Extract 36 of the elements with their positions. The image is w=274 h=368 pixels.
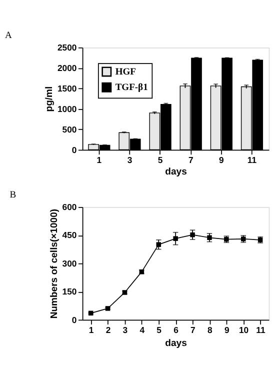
x-tick-label: 9 [219,155,224,166]
y-tick-label: 1000 [57,104,77,114]
text: A [4,30,12,41]
x-tick-label: 11 [256,325,266,336]
x-tick-label: 5 [158,155,163,166]
y-tick-label: 150 [62,286,77,297]
x-tick-label: 7 [190,325,196,336]
x-axis-title: days [165,166,187,178]
x-tick-label: 6 [174,325,179,336]
x-tick-label: 3 [122,325,128,336]
x-tick-label: 1 [88,325,94,336]
x-tick-label: 10 [238,325,249,336]
x-tick-label: 9 [224,325,230,336]
x-axis-title: days [165,338,187,350]
x-tick-label: 7 [188,155,194,166]
x-tick-label: 1 [96,155,102,166]
y-tick-label: 1500 [57,83,77,94]
y-tick-label: 450 [62,230,77,240]
chart-title: B [10,190,16,200]
y-tick-label: 600 [62,202,77,212]
y-axis-title: pg/ml [44,86,56,112]
x-tick-label: 5 [156,325,162,336]
x-tick-label: 3 [127,155,132,166]
y-tick-label: 300 [62,258,77,268]
y-tick-label: 500 [62,124,77,134]
legend-label: HGF [115,67,136,78]
x-tick-label: 8 [208,325,212,336]
y-tick-label: 0 [72,144,77,155]
y-tick-label: 0 [72,314,77,325]
y-tick-label: 2500 [57,42,77,52]
legend-label: TGF-β1 [115,82,148,93]
x-tick-label: 11 [247,155,257,166]
x-tick-label: 2 [106,325,111,336]
y-tick-label: 2000 [57,62,77,73]
x-tick-label: 4 [140,325,145,336]
y-axis-title: Numbers of cells(×1000) [49,208,60,319]
